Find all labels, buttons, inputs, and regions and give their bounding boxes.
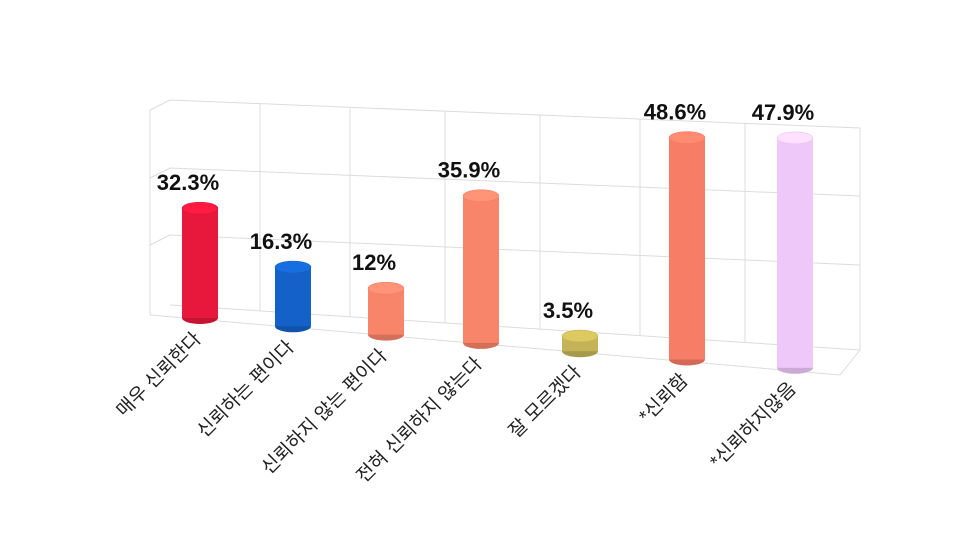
- wall-outline: [149, 99, 861, 376]
- bar-top: [274, 260, 312, 274]
- bar-top: [776, 131, 814, 145]
- x-tick-label: 잘 모르겠다: [504, 361, 585, 442]
- bar: [368, 288, 404, 335]
- bar-top: [561, 329, 599, 343]
- value-label: 12%: [352, 250, 396, 275]
- wall-grid: [169, 167, 861, 197]
- value-label: 16.3%: [250, 229, 312, 254]
- x-tick-label: *신뢰하지않음: [706, 378, 801, 473]
- side-grid: [149, 167, 171, 179]
- value-label: 48.6%: [644, 100, 706, 125]
- bar-top: [367, 281, 405, 295]
- value-label: 47.9%: [752, 100, 814, 125]
- bar: [463, 195, 499, 343]
- bar-top: [181, 201, 219, 215]
- x-tick-label: 신뢰하는 편이다: [193, 336, 299, 442]
- x-tick-label: 매우 신뢰한다: [112, 328, 205, 421]
- bar: [182, 208, 218, 318]
- bar: [777, 137, 813, 368]
- value-label: 35.9%: [438, 158, 500, 183]
- bar: [669, 137, 705, 360]
- bar-top: [668, 131, 706, 144]
- x-tick-label: *신뢰함: [635, 369, 693, 427]
- bar-top: [462, 189, 500, 202]
- floor-back: [169, 304, 861, 351]
- side-grid: [149, 234, 171, 246]
- value-label: 3.5%: [543, 298, 593, 323]
- value-label: 32.3%: [157, 170, 219, 195]
- bar: [275, 267, 311, 327]
